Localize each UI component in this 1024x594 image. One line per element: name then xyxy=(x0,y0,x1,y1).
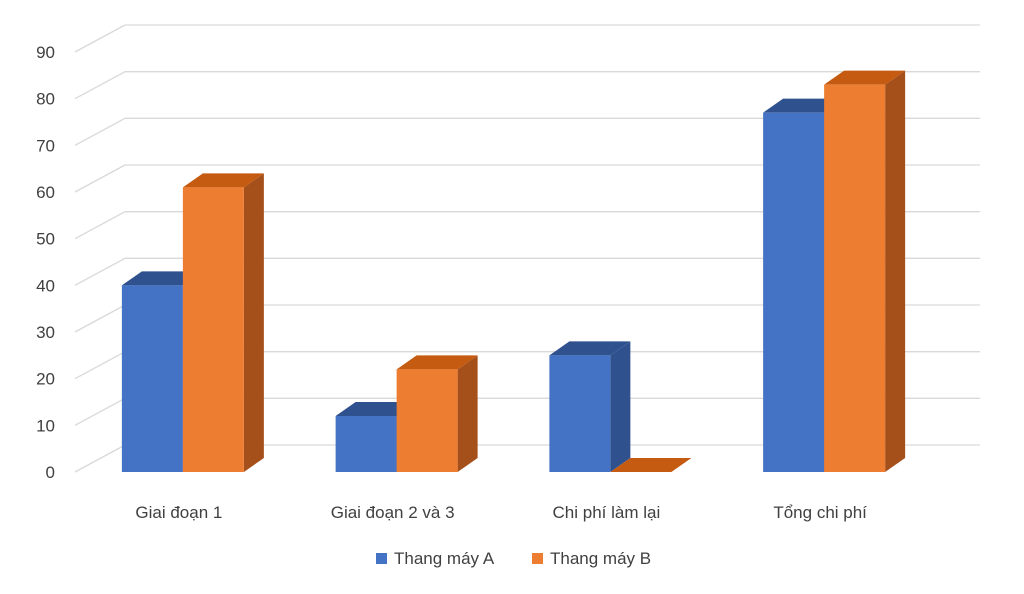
bar-front xyxy=(182,187,244,473)
bar-side xyxy=(885,70,906,473)
y-tick-label: 30 xyxy=(36,323,55,342)
y-axis-ticks: 0 10 20 30 40 50 60 70 80 90 xyxy=(36,43,55,482)
gridline-depth xyxy=(74,164,126,193)
bar-front xyxy=(824,84,886,473)
bar-side xyxy=(457,355,478,472)
bar-top xyxy=(121,271,203,286)
gridline-depth xyxy=(74,257,126,286)
x-category-label: Giai đoạn 2 và 3 xyxy=(331,503,455,522)
gridline-depth xyxy=(74,351,126,380)
y-tick-label: 40 xyxy=(36,276,55,295)
legend-label: Thang máy B xyxy=(550,549,651,568)
y-tick-label: 70 xyxy=(36,136,55,155)
gridline-depth xyxy=(74,211,126,240)
bar-top xyxy=(824,70,906,85)
y-tick-label: 90 xyxy=(36,43,55,62)
x-category-label: Chi phí làm lại xyxy=(553,503,661,522)
bar-top xyxy=(610,458,692,472)
bar-top xyxy=(182,173,264,188)
legend-item: Thang máy A xyxy=(376,549,495,568)
bar-front xyxy=(121,285,183,472)
bar-top xyxy=(396,355,478,370)
y-tick-label: 10 xyxy=(36,416,55,435)
x-axis-categories: Giai đoạn 1 Giai đoạn 2 và 3 Chi phí làm l… xyxy=(135,503,867,522)
bar-side xyxy=(243,173,264,473)
bar-3-1 xyxy=(824,70,906,473)
gridline-depth xyxy=(74,24,126,53)
gridline-depth xyxy=(74,397,126,426)
bar-front xyxy=(396,369,458,472)
y-tick-label: 80 xyxy=(36,90,55,109)
bar-0-1 xyxy=(182,173,264,473)
bar-1-1 xyxy=(396,355,478,472)
legend-item: Thang máy B xyxy=(532,549,651,568)
gridline-depth xyxy=(74,71,126,100)
gridline-depth xyxy=(74,117,126,146)
legend-swatch xyxy=(532,553,543,564)
y-tick-label: 60 xyxy=(36,183,55,202)
bar-front xyxy=(763,112,825,473)
bar-top xyxy=(549,341,631,356)
bars xyxy=(121,70,906,473)
bar-2-1 xyxy=(610,458,692,472)
bar-side xyxy=(610,341,631,472)
legend-label: Thang máy A xyxy=(394,549,495,568)
bar-front xyxy=(549,355,611,472)
bar-front xyxy=(335,416,397,472)
x-category-label: Tổng chi phí xyxy=(773,503,867,522)
y-tick-label: 50 xyxy=(36,230,55,249)
bar-top xyxy=(335,402,417,416)
y-tick-label: 20 xyxy=(36,370,55,389)
x-category-label: Giai đoạn 1 xyxy=(135,503,222,522)
gridline-depth xyxy=(74,444,126,473)
bar-2-0 xyxy=(549,341,631,472)
legend: Thang máy A Thang máy B xyxy=(376,549,651,568)
legend-swatch xyxy=(376,553,387,564)
y-tick-label: 0 xyxy=(46,463,55,482)
bar-top xyxy=(763,98,845,113)
gridline-depth xyxy=(74,304,126,333)
